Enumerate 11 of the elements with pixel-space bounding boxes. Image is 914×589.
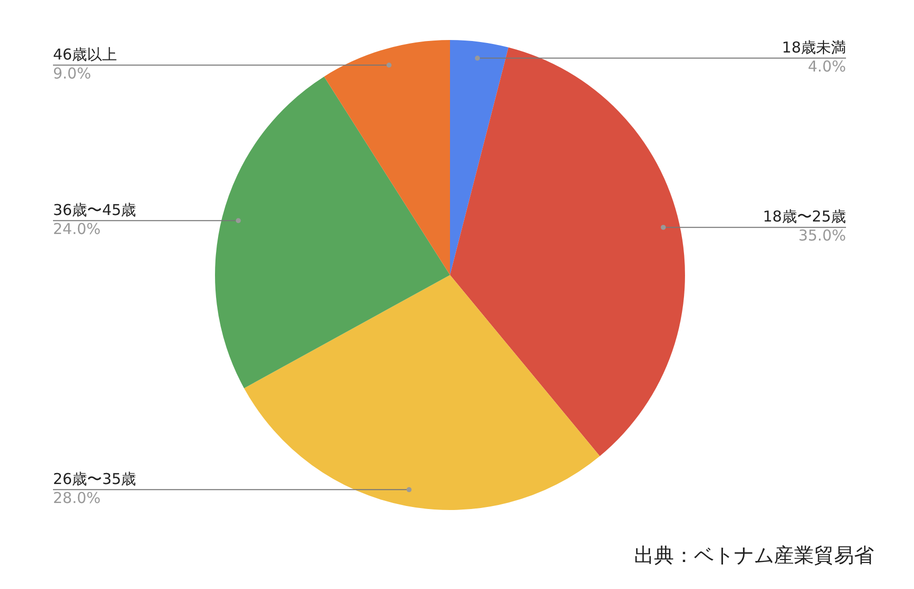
data-label: 4.0% (808, 58, 846, 76)
slice-label: 26歳〜35歳 (53, 470, 136, 488)
data-label: 28.0% (53, 489, 101, 508)
data-label: 24.0% (53, 220, 101, 238)
slice-label: 18歳未満 (782, 38, 846, 57)
slice-label: 36歳〜45歳 (53, 201, 136, 220)
data-label: 35.0% (798, 226, 846, 245)
data-label: 9.0% (53, 64, 92, 83)
slice-label: 46歳以上 (53, 46, 118, 64)
source-note: 出典：ベトナム産業貿易省 (634, 542, 874, 569)
slice-label: 18歳〜25歳 (762, 208, 846, 226)
